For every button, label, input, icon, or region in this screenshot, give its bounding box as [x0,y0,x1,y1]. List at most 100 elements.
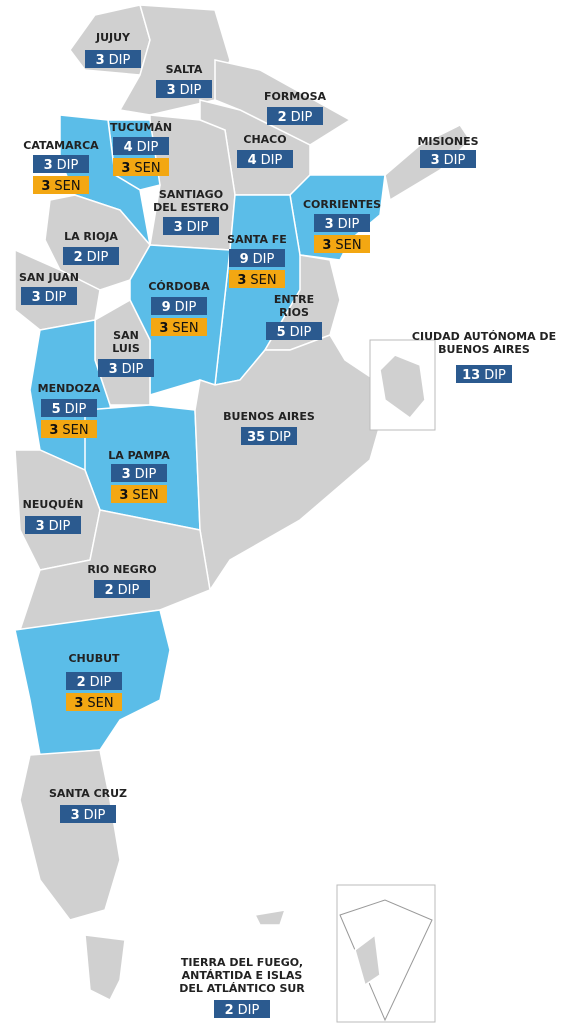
dip-badge [151,297,207,315]
dip-number: 3 [44,158,53,173]
sen-number: 3 [74,696,83,711]
dip-unit: DIP [122,362,144,377]
dip-number: 35 [247,430,265,445]
region-name: CHACO [243,133,286,146]
sen-number: 3 [159,321,168,336]
dip-badge [113,137,169,155]
dip-number: 9 [240,252,249,267]
dip-text: 3 DIP [36,519,71,534]
dip-unit: DIP [87,250,109,265]
dip-unit: DIP [90,675,112,690]
dip-text: 35 DIP [247,430,291,445]
dip-badge [241,427,297,445]
dip-text: 3 DIP [325,217,360,232]
dip-number: 2 [74,250,83,265]
dip-number: 3 [431,153,440,168]
dip-badge [267,107,323,125]
dip-badge [85,50,141,68]
dip-badge [94,580,150,598]
labels: JUJUY 3 DIP SALTA 3 DIP FORMOSA 2 DIP MISIONES 3 DI… [19,31,556,1018]
dip-number: 9 [162,300,171,315]
dip-text: 3 DIP [109,362,144,377]
region-name: LA PAMPA [108,449,170,462]
region-name: ANTÁRTIDA E ISLAS [182,969,303,982]
sen-number: 3 [322,238,331,253]
dip-text: 3 DIP [167,83,202,98]
sen-badge [33,176,89,194]
dip-badge [60,805,116,823]
region-name: SAN JUAN [19,271,79,284]
region-name: SANTA FE [227,233,287,246]
dip-unit: DIP [484,368,506,383]
dip-text: 9 DIP [240,252,275,267]
sen-badge [229,270,285,288]
antarctica-inset [336,884,436,1023]
sen-badge [151,318,207,336]
dip-number: 3 [174,220,183,235]
region-name: MENDOZA [38,382,101,395]
dip-unit: DIP [269,430,291,445]
region-name: CATAMARCA [23,139,99,152]
sen-unit: SEN [335,238,361,253]
dip-unit: DIP [238,1003,260,1018]
dip-number: 2 [225,1003,234,1018]
region-name: NEUQUÉN [23,498,84,511]
region-name: CHUBUT [68,652,120,665]
dip-text: 3 DIP [32,290,67,305]
region-name: LUIS [112,342,140,355]
dip-number: 3 [122,467,131,482]
sen-unit: SEN [132,488,158,503]
sen-text: 3 SEN [159,321,198,336]
dip-unit: DIP [253,252,275,267]
dip-badge [63,247,119,265]
dip-number: 5 [52,402,61,417]
sen-number: 3 [41,179,50,194]
dip-unit: DIP [45,290,67,305]
dip-unit: DIP [291,110,313,125]
sen-text: 3 SEN [119,488,158,503]
sen-text: 3 SEN [74,696,113,711]
dip-badge [456,365,512,383]
sen-badge [111,485,167,503]
region-name: SANTIAGO [159,188,223,201]
sen-text: 3 SEN [121,161,160,176]
dip-text: 3 DIP [122,467,157,482]
dip-number: 3 [167,83,176,98]
dip-badge [237,150,293,168]
region-name: ENTRE [274,293,314,306]
sen-unit: SEN [62,423,88,438]
dip-badge [111,464,167,482]
sen-unit: SEN [134,161,160,176]
dip-number: 3 [109,362,118,377]
dip-badge [163,217,219,235]
dip-badge [266,322,322,340]
sen-unit: SEN [172,321,198,336]
region-name: SALTA [166,63,203,76]
sen-badge [66,693,122,711]
region-name: DEL ATLÁNTICO SUR [179,982,305,995]
dip-badge [21,287,77,305]
region-name: BUENOS AIRES [438,343,530,356]
sen-text: 3 SEN [41,179,80,194]
dip-unit: DIP [84,808,106,823]
sen-number: 3 [121,161,130,176]
region-name: JUJUY [95,31,131,44]
dip-badge [420,150,476,168]
dip-number: 3 [36,519,45,534]
dip-badge [98,359,154,377]
region-name: TUCUMÁN [110,121,172,134]
dip-number: 3 [32,290,41,305]
dip-text: 3 DIP [174,220,209,235]
sen-badge [113,158,169,176]
region-name: BUENOS AIRES [223,410,315,423]
region-name: SANTA CRUZ [49,787,127,800]
dip-unit: DIP [65,402,87,417]
dip-number: 13 [462,368,480,383]
region-name: RIO NEGRO [87,563,156,576]
region-name: CIUDAD AUTÓNOMA DE [412,330,556,343]
dip-text: 3 DIP [71,808,106,823]
dip-badge [156,80,212,98]
dip-text: 2 DIP [105,583,140,598]
dip-unit: DIP [57,158,79,173]
